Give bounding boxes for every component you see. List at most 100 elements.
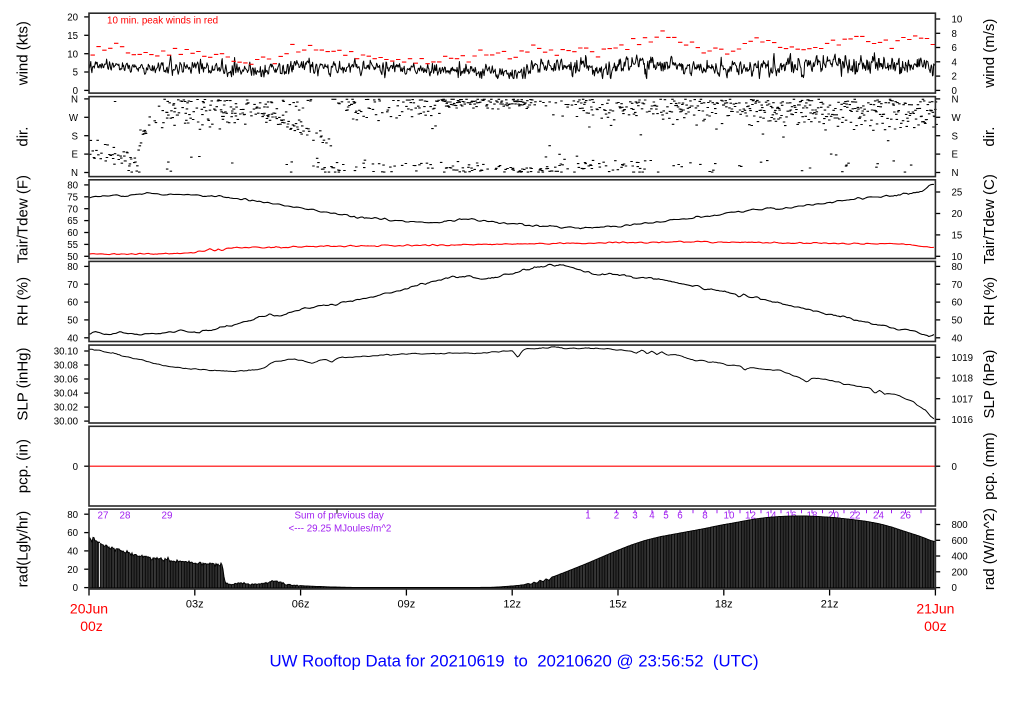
svg-text:60: 60: [67, 228, 78, 239]
svg-text:10: 10: [952, 252, 963, 263]
svg-text:<--- 29.25 MJoules/m^2: <--- 29.25 MJoules/m^2: [289, 524, 392, 535]
svg-text:5: 5: [73, 68, 78, 79]
svg-text:RH (%): RH (%): [981, 277, 998, 326]
svg-text:80: 80: [952, 262, 963, 273]
svg-text:29: 29: [162, 511, 173, 522]
svg-text:wind (kts): wind (kts): [15, 21, 32, 86]
svg-text:10: 10: [67, 49, 78, 60]
svg-text:6: 6: [677, 511, 683, 522]
svg-text:N: N: [71, 95, 78, 106]
svg-text:40: 40: [67, 333, 78, 344]
svg-text:rad (W/m^2): rad (W/m^2): [981, 508, 998, 590]
svg-text:N: N: [952, 168, 959, 179]
svg-text:0: 0: [73, 583, 79, 594]
svg-text:200: 200: [952, 567, 969, 578]
svg-text:Sum of previous day: Sum of previous day: [295, 511, 384, 522]
svg-text:0: 0: [952, 583, 958, 594]
svg-text:dir.: dir.: [981, 127, 998, 147]
svg-text:80: 80: [67, 262, 78, 273]
svg-text:600: 600: [952, 536, 969, 547]
svg-text:00z: 00z: [80, 618, 103, 634]
svg-text:30.00: 30.00: [54, 417, 79, 428]
svg-text:55: 55: [67, 240, 78, 251]
svg-text:800: 800: [952, 520, 969, 531]
svg-text:10 min. peak winds in red: 10 min. peak winds in red: [107, 16, 218, 27]
svg-text:8: 8: [702, 511, 708, 522]
svg-text:22: 22: [850, 511, 861, 522]
svg-text:20: 20: [67, 565, 78, 576]
svg-text:4: 4: [649, 511, 655, 522]
svg-text:0: 0: [952, 86, 958, 97]
svg-text:24: 24: [873, 511, 884, 522]
svg-text:0: 0: [73, 462, 79, 473]
svg-text:40: 40: [67, 547, 78, 558]
svg-text:30.08: 30.08: [54, 361, 78, 372]
svg-text:1019: 1019: [952, 353, 974, 364]
svg-text:50: 50: [952, 316, 963, 327]
svg-text:03z: 03z: [186, 599, 204, 611]
svg-text:80: 80: [67, 181, 78, 192]
svg-text:70: 70: [67, 204, 78, 215]
svg-text:75: 75: [67, 192, 78, 203]
svg-text:20Jun: 20Jun: [70, 601, 108, 617]
svg-text:21z: 21z: [821, 599, 839, 611]
svg-text:26: 26: [900, 511, 911, 522]
svg-text:30.04: 30.04: [54, 389, 79, 400]
svg-text:rad(Lgly/hr): rad(Lgly/hr): [15, 511, 32, 588]
svg-text:S: S: [72, 131, 79, 142]
svg-text:10: 10: [724, 511, 735, 522]
svg-text:pcp. (mm): pcp. (mm): [981, 432, 998, 500]
svg-text:30.10: 30.10: [54, 347, 79, 358]
svg-text:00z: 00z: [924, 618, 947, 634]
svg-text:25: 25: [952, 188, 963, 199]
svg-text:SLP (inHg): SLP (inHg): [15, 348, 32, 421]
svg-text:E: E: [72, 150, 79, 161]
svg-text:30.02: 30.02: [54, 403, 78, 414]
svg-text:1: 1: [585, 511, 590, 522]
svg-text:28: 28: [120, 511, 131, 522]
svg-text:wind (m/s): wind (m/s): [981, 19, 998, 89]
svg-text:N: N: [71, 168, 78, 179]
svg-text:27: 27: [98, 511, 109, 522]
svg-text:W: W: [69, 113, 79, 124]
svg-text:1016: 1016: [952, 415, 974, 426]
svg-text:12z: 12z: [503, 599, 521, 611]
svg-text:12: 12: [745, 511, 756, 522]
svg-text:18z: 18z: [715, 599, 733, 611]
svg-text:21Jun: 21Jun: [916, 601, 954, 617]
svg-text:E: E: [952, 150, 959, 161]
svg-text:09z: 09z: [398, 599, 416, 611]
svg-text:W: W: [952, 113, 962, 124]
svg-text:1018: 1018: [952, 374, 974, 385]
svg-text:15z: 15z: [609, 599, 627, 611]
svg-text:UW Rooftop Data for 20210619: UW Rooftop Data for 20210619 to 20210620…: [269, 652, 758, 671]
svg-text:1017: 1017: [952, 394, 974, 405]
svg-text:50: 50: [67, 316, 78, 327]
svg-text:0: 0: [952, 462, 958, 473]
svg-text:Tair/Tdew (C): Tair/Tdew (C): [981, 174, 998, 264]
svg-text:5: 5: [663, 511, 669, 522]
svg-text:60: 60: [67, 298, 78, 309]
svg-text:SLP (hPa): SLP (hPa): [981, 350, 998, 419]
svg-text:pcp. (in): pcp. (in): [15, 439, 32, 493]
svg-text:20: 20: [828, 511, 839, 522]
svg-text:400: 400: [952, 552, 969, 563]
svg-text:3: 3: [632, 511, 638, 522]
svg-text:15: 15: [67, 31, 78, 42]
svg-text:65: 65: [67, 216, 78, 227]
svg-text:10: 10: [952, 15, 963, 26]
svg-text:70: 70: [952, 280, 963, 291]
svg-text:60: 60: [67, 528, 78, 539]
svg-text:30.06: 30.06: [54, 375, 78, 386]
svg-text:14: 14: [766, 511, 777, 522]
svg-text:50: 50: [67, 252, 78, 263]
svg-text:60: 60: [952, 298, 963, 309]
svg-text:15: 15: [952, 230, 963, 241]
svg-text:80: 80: [67, 510, 78, 521]
svg-text:S: S: [952, 131, 959, 142]
svg-text:06z: 06z: [292, 599, 310, 611]
svg-text:N: N: [952, 95, 959, 106]
svg-text:70: 70: [67, 280, 78, 291]
svg-text:RH (%): RH (%): [15, 277, 32, 326]
svg-text:2: 2: [952, 72, 957, 83]
